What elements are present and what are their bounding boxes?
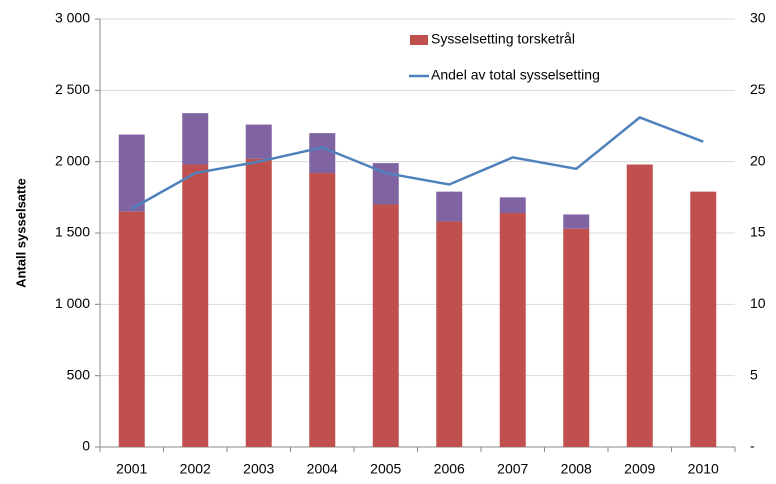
x-tick-label: 2008	[561, 461, 592, 477]
y-tick-label: 1 000	[55, 295, 90, 311]
y-tick-label: 0	[82, 438, 90, 454]
y-tick-label: 500	[67, 366, 91, 382]
bar	[118, 211, 145, 447]
bar	[309, 133, 336, 174]
x-tick-label: 2010	[688, 461, 719, 477]
y-tick-label: 2 000	[55, 152, 90, 168]
x-tick-label: 2006	[434, 461, 465, 477]
bar	[436, 191, 463, 222]
y-tick-label: 1 500	[55, 224, 90, 240]
y2-tick-label: 15	[750, 224, 766, 240]
x-tick-label: 2007	[497, 461, 528, 477]
y-tick-label: 2 500	[55, 81, 90, 97]
bar	[626, 164, 653, 447]
bar	[182, 113, 209, 165]
bar	[563, 214, 590, 229]
y2-tick-label: 5	[750, 366, 758, 382]
x-tick-label: 2004	[307, 461, 338, 477]
y-tick-label: 3 000	[55, 10, 90, 26]
bar	[118, 134, 145, 212]
x-tick-label: 2005	[370, 461, 401, 477]
legend-label: Sysselsetting torsketrål	[431, 31, 575, 47]
bar	[245, 158, 272, 447]
bar	[436, 221, 463, 447]
bar	[499, 213, 526, 447]
x-tick-label: 2009	[624, 461, 655, 477]
y2-tick-label: 25	[750, 81, 766, 97]
legend-label: Andel av total sysselsetting	[431, 67, 600, 83]
bar	[690, 191, 717, 447]
y-axis-label: Antall sysselsatte	[13, 178, 28, 288]
bar	[499, 197, 526, 214]
x-tick-label: 2001	[116, 461, 147, 477]
bar	[563, 228, 590, 447]
x-tick-label: 2003	[243, 461, 274, 477]
y2-tick-label: 10	[750, 295, 766, 311]
x-tick-label: 2002	[180, 461, 211, 477]
y2-tick-label: -	[750, 438, 755, 454]
bar	[182, 164, 209, 447]
y2-tick-label: 20	[750, 152, 766, 168]
bar	[245, 124, 272, 159]
bar	[372, 204, 399, 447]
y2-tick-label: 30	[750, 10, 766, 26]
legend-swatch	[410, 35, 428, 45]
bar	[309, 173, 336, 447]
line	[131, 116, 704, 210]
